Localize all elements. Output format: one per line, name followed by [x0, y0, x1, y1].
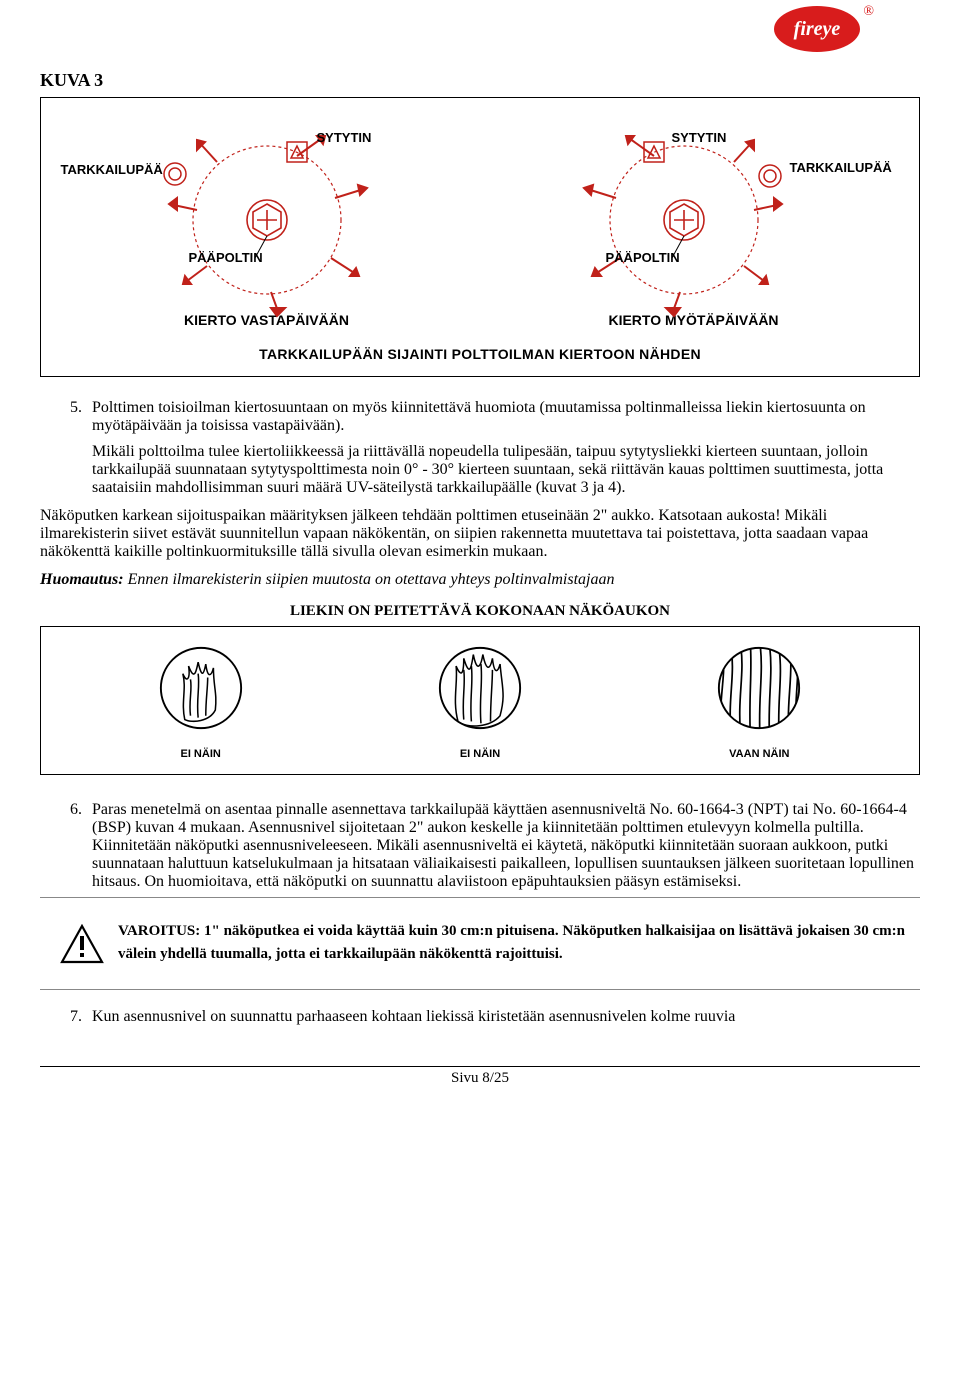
flame-item-3: VAAN NÄIN	[669, 645, 849, 760]
header-logo-area: fireye ®	[40, 0, 920, 52]
fireye-logo-text: fireye	[794, 18, 841, 41]
flame-label-3: VAAN NÄIN	[669, 748, 849, 760]
note-rest: Ennen ilmarekisterin siipien muutosta on…	[124, 571, 615, 588]
flame-item-1: EI NÄIN	[111, 645, 291, 760]
warning-block: VAROITUS: 1" näköputkea ei voida käyttää…	[40, 897, 920, 990]
fireye-logo-oval: fireye	[774, 6, 860, 52]
flame-caption: LIEKIN ON PEITETTÄVÄ KOKONAAN NÄKÖAUKON	[40, 603, 920, 620]
registered-mark: ®	[863, 4, 874, 20]
step-5-p2: Mikäli polttoilma tulee kiertoliikkeessä…	[92, 443, 920, 497]
fireye-logo: fireye ®	[774, 6, 860, 52]
warning-body: 1" näköputkea ei voida käyttää kuin 30 c…	[118, 923, 905, 962]
figure-heading: KUVA 3	[40, 70, 920, 91]
step-7: Kun asennusnivel on suunnattu parhaaseen…	[86, 1008, 920, 1026]
burner-left-ccw: SYTYTIN TARKKAILUPÄÄ PÄÄPOLTIN	[67, 108, 467, 318]
label-sytytin-left: SYTYTIN	[317, 130, 372, 145]
flame-item-2: EI NÄIN	[390, 645, 570, 760]
label-tarkkailupaa-left: TARKKAILUPÄÄ	[61, 162, 163, 177]
label-sytytin-right: SYTYTIN	[672, 130, 727, 145]
page-footer: Sivu 8/25	[40, 1066, 920, 1087]
flame-label-2: EI NÄIN	[390, 748, 570, 760]
diagram-caption: TARKKAILUPÄÄN SIJAINTI POLTTOILMAN KIERT…	[53, 346, 907, 362]
flame-box: EI NÄIN EI NÄIN	[40, 626, 920, 775]
label-tarkkailupaa-right: TARKKAILUPÄÄ	[790, 160, 892, 175]
step-list-5: Polttimen toisioilman kiertosuuntaan on …	[40, 399, 920, 497]
step-list-6: Paras menetelmä on asentaa pinnalle asen…	[40, 801, 920, 891]
step-list-7: Kun asennusnivel on suunnattu parhaaseen…	[40, 1008, 920, 1026]
step-7-text: Kun asennusnivel on suunnattu parhaaseen…	[92, 1008, 735, 1025]
step-5-p1: Polttimen toisioilman kiertosuuntaan on …	[92, 399, 920, 435]
label-paapoltin-right: PÄÄPOLTIN	[606, 250, 680, 265]
burner-right-cw: SYTYTIN TARKKAILUPÄÄ PÄÄPOLTIN	[494, 108, 894, 318]
step-6: Paras menetelmä on asentaa pinnalle asen…	[86, 801, 920, 891]
paragraph-aukko: Näköputken karkean sijoituspaikan määrit…	[40, 507, 920, 561]
label-paapoltin-left: PÄÄPOLTIN	[189, 250, 263, 265]
warning-text: VAROITUS: 1" näköputkea ei voida käyttää…	[118, 920, 920, 967]
warning-label: VAROITUS:	[118, 923, 200, 939]
flame-label-1: EI NÄIN	[111, 748, 291, 760]
note-line: Huomautus: Ennen ilmarekisterin siipien …	[40, 571, 920, 589]
note-label: Huomautus:	[40, 571, 124, 588]
warning-icon	[60, 924, 108, 969]
step-6-text: Paras menetelmä on asentaa pinnalle asen…	[92, 801, 914, 890]
step-5: Polttimen toisioilman kiertosuuntaan on …	[86, 399, 920, 497]
burner-diagram-box: SYTYTIN TARKKAILUPÄÄ PÄÄPOLTIN	[40, 97, 920, 377]
